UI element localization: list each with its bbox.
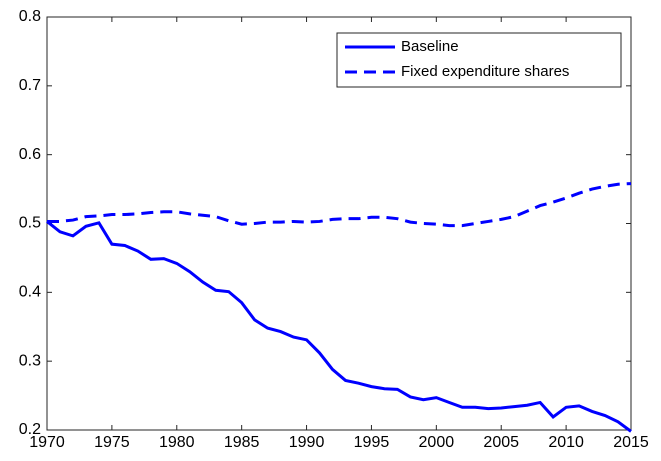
x-tick-label: 1995 xyxy=(354,434,390,451)
x-tick-label: 1970 xyxy=(29,434,65,451)
series-line xyxy=(46,220,632,433)
y-tick-label: 0.2 xyxy=(19,421,41,438)
legend-label: Baseline xyxy=(401,38,459,55)
x-tick-label: 2000 xyxy=(419,434,455,451)
y-tick-label: 0.6 xyxy=(19,146,41,163)
x-tick-label: 2010 xyxy=(548,434,584,451)
x-tick-label: 1990 xyxy=(289,434,325,451)
x-tick-label: 2015 xyxy=(613,434,649,451)
y-tick-label: 0.4 xyxy=(19,284,41,301)
y-tick-label: 0.3 xyxy=(19,352,41,369)
series-line xyxy=(47,182,632,228)
legend-label: Fixed expenditure shares xyxy=(401,63,569,80)
x-tick-label: 1980 xyxy=(159,434,195,451)
x-tick-label: 2005 xyxy=(483,434,519,451)
y-tick-label: 0.7 xyxy=(19,77,41,94)
y-tick-label: 0.8 xyxy=(19,8,41,25)
legend-box xyxy=(336,32,622,88)
y-tick-label: 0.5 xyxy=(19,215,41,232)
x-tick-label: 1985 xyxy=(224,434,260,451)
x-tick-label: 1975 xyxy=(94,434,130,451)
